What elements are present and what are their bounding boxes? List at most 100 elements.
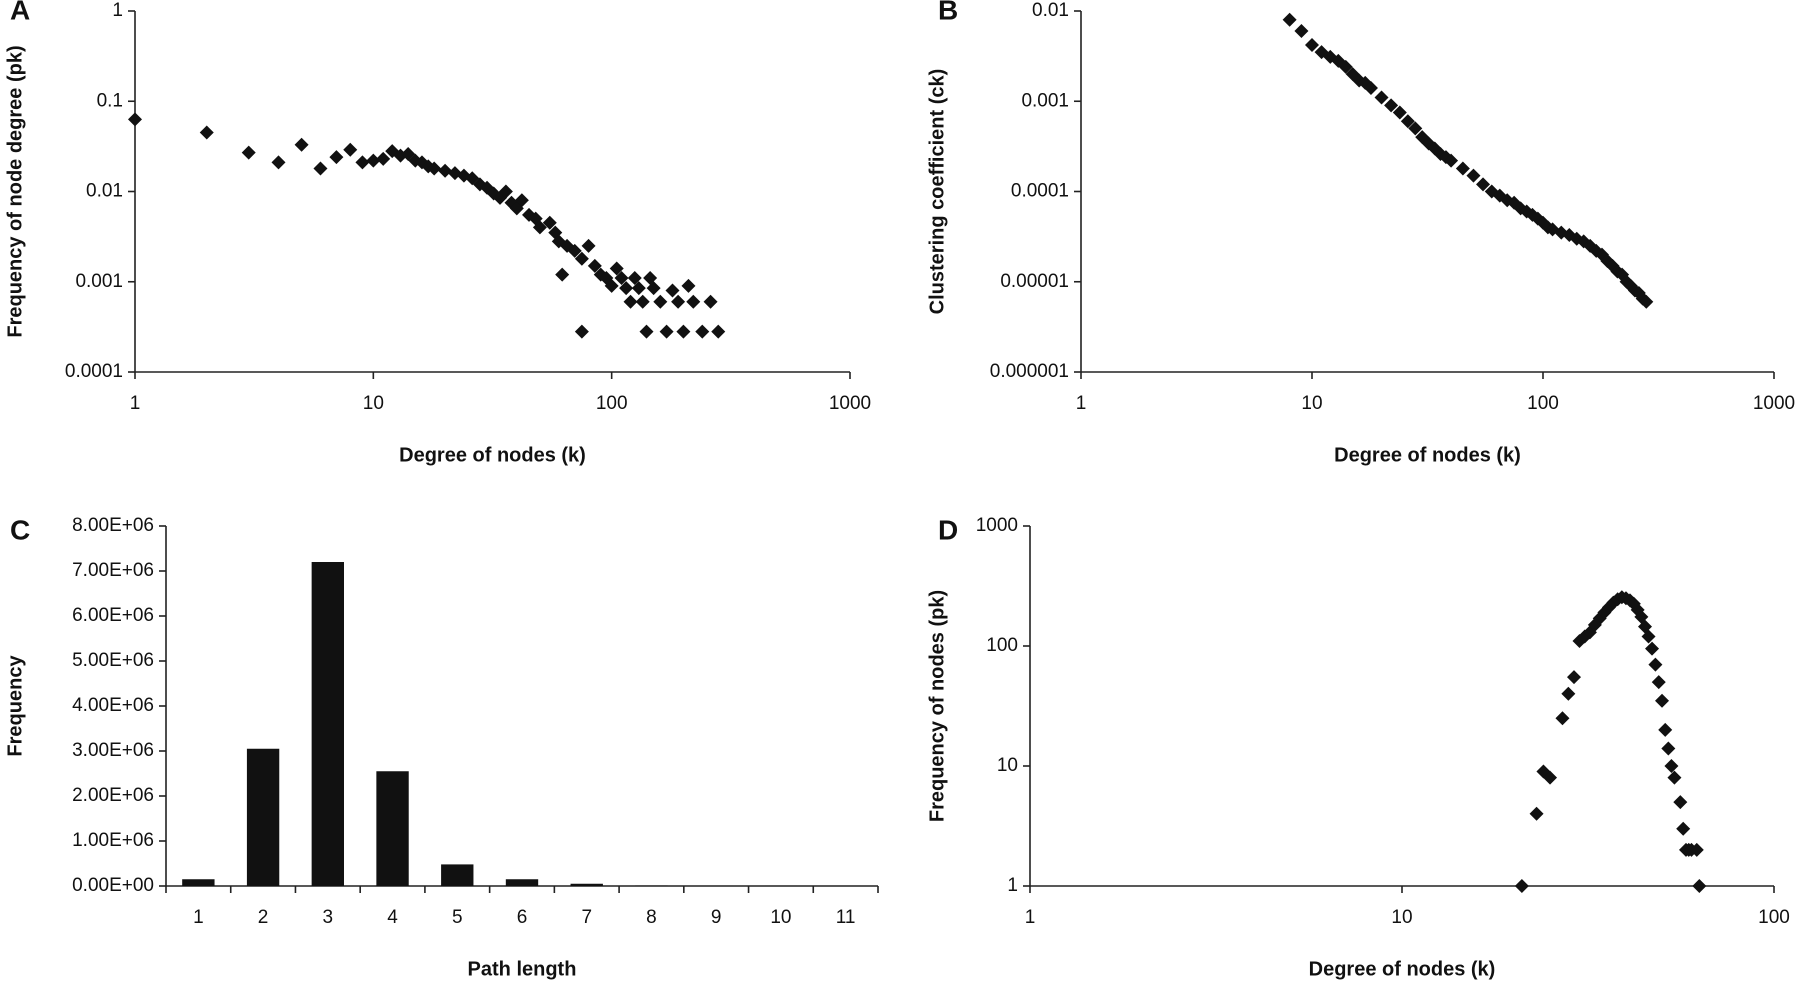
x-axis-title: Degree of nodes (k) <box>399 444 586 466</box>
point <box>614 271 629 286</box>
point <box>514 193 529 208</box>
x-tick-label: 1 <box>193 907 204 928</box>
x-tick-label: 10 <box>363 393 384 414</box>
point <box>1661 741 1676 756</box>
point <box>635 294 650 309</box>
point <box>1645 641 1660 656</box>
point <box>1363 81 1378 96</box>
y-tick-label: 0.01 <box>86 181 123 202</box>
bar <box>441 864 474 886</box>
point <box>671 294 686 309</box>
point <box>1692 879 1707 893</box>
point <box>703 294 718 309</box>
y-tick-label: 0.0001 <box>1011 181 1069 202</box>
point <box>665 283 680 298</box>
point <box>1567 670 1582 685</box>
point <box>1338 59 1353 74</box>
x-tick-label: 5 <box>452 907 463 928</box>
y-tick-label: 100 <box>986 635 1018 656</box>
point <box>355 155 370 170</box>
point <box>695 324 710 339</box>
x-tick-label: 1000 <box>1753 393 1795 414</box>
y-tick-label: 1 <box>1007 875 1018 896</box>
y-tick-label: 0.01 <box>1032 0 1069 21</box>
point <box>1455 161 1470 176</box>
point <box>1664 759 1679 773</box>
point <box>1673 795 1688 810</box>
point <box>1555 711 1570 726</box>
point <box>1641 629 1656 644</box>
point <box>1282 12 1297 27</box>
point <box>1667 770 1682 785</box>
x-tick-label: 10 <box>1301 393 1322 414</box>
point <box>1639 294 1654 309</box>
y-tick-label: 0.001 <box>1021 90 1069 111</box>
panel-label: B <box>938 0 958 25</box>
y-tick-label: 2.00E+06 <box>72 785 154 806</box>
y-axis-title: Frequency <box>4 655 26 757</box>
point <box>1655 693 1670 708</box>
point <box>619 281 634 296</box>
bar <box>246 748 280 886</box>
point <box>1444 153 1459 168</box>
y-tick-label: 1000 <box>976 515 1018 536</box>
x-tick-label: 100 <box>1758 907 1790 928</box>
y-tick-label: 1 <box>112 0 123 21</box>
point <box>587 258 602 273</box>
y-tick-label: 7.00E+06 <box>72 560 154 581</box>
y-tick-label: 10 <box>997 755 1018 776</box>
point <box>1543 770 1558 785</box>
x-axis-title: Degree of nodes (k) <box>1309 958 1496 980</box>
point <box>199 125 214 140</box>
x-tick-label: 3 <box>323 907 334 928</box>
point <box>1400 114 1415 129</box>
point <box>1408 121 1423 136</box>
point <box>555 267 570 282</box>
point <box>639 324 654 339</box>
point <box>1651 675 1666 690</box>
point <box>623 294 638 309</box>
point <box>676 324 691 339</box>
point <box>128 112 142 127</box>
point <box>567 243 582 258</box>
point <box>271 155 286 170</box>
point <box>294 137 309 152</box>
point <box>1529 806 1544 821</box>
point <box>241 145 256 160</box>
point <box>1331 53 1346 68</box>
point <box>1648 657 1663 672</box>
x-tick-label: 1 <box>1025 907 1036 928</box>
point <box>498 184 513 199</box>
y-tick-label: 5.00E+06 <box>72 650 154 671</box>
point <box>574 324 589 339</box>
y-tick-label: 0.00E+00 <box>72 875 154 896</box>
x-tick-label: 8 <box>646 907 657 928</box>
point <box>711 324 726 339</box>
point <box>1658 722 1673 737</box>
y-tick-label: 1.00E+06 <box>72 830 154 851</box>
bar <box>311 562 344 886</box>
point <box>532 220 547 235</box>
y-tick-label: 6.00E+06 <box>72 605 154 626</box>
y-tick-label: 0.00001 <box>1000 271 1069 292</box>
panel-label: C <box>10 514 30 545</box>
point <box>343 142 358 157</box>
point <box>604 278 619 293</box>
point <box>574 251 589 266</box>
x-tick-label: 11 <box>836 907 856 928</box>
panel-label: D <box>938 514 958 545</box>
point <box>581 238 596 253</box>
y-tick-label: 3.00E+06 <box>72 740 154 761</box>
point <box>686 294 701 309</box>
bar <box>505 879 539 886</box>
point <box>1476 177 1491 192</box>
y-tick-label: 4.00E+06 <box>72 695 154 716</box>
point <box>609 261 624 276</box>
y-axis-title: Clustering coefficient (ck) <box>926 69 948 315</box>
point <box>1514 879 1529 893</box>
y-tick-label: 0.001 <box>75 271 123 292</box>
point <box>646 281 661 296</box>
point <box>1676 821 1691 836</box>
point <box>427 161 442 176</box>
y-axis-title: Frequency of nodes (pk) <box>926 590 948 822</box>
